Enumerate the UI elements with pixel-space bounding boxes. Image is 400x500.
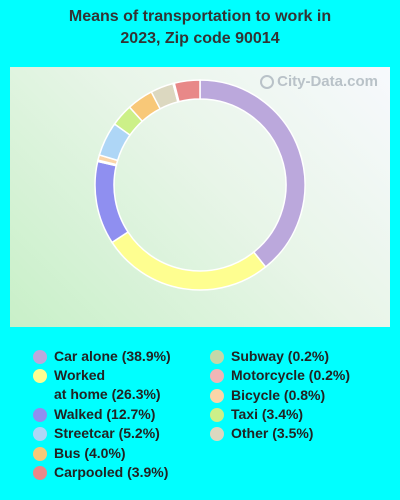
legend-label-line: Walked (12.7%) [54,405,156,422]
legend-swatch [210,350,224,364]
legend-label-line: Streetcar (5.2%) [54,425,160,442]
legend-label: Worked at home (26.3%) [54,366,161,404]
legend-label-line: Subway (0.2%) [231,348,330,364]
legend-label-line: Bicycle (0.8%) [231,386,326,403]
chart-title-line-2: 2023, Zip code 90014 [120,30,280,47]
legend-swatch [210,388,224,403]
slice-carpooled[interactable] [173,79,201,103]
donut-chart [94,79,306,291]
legend: Car alone (38.9%) Worked at home (26.3%) Wa… [0,345,400,495]
legend-label-line: Bus (4.0%) [54,444,126,461]
legend-item-walked: Walked (12.7%) [33,405,155,424]
watermark: City-Data.com [260,73,378,90]
legend-label-line: Taxi (3.4%) [231,405,304,422]
watermark-logo-icon [260,74,275,89]
slice-worked-at-home[interactable] [111,230,267,291]
legend-item-carpooled: Carpooled (3.9%) [33,463,168,482]
legend-label: Motorcycle (0.2%) [231,366,350,385]
legend-swatch [210,427,224,442]
legend-swatch [33,427,47,442]
legend-item-motorcycle: Motorcycle (0.2%) [210,366,350,385]
chart-title-line-1: Means of transportation to work in [68,8,332,25]
legend-item-other: Other (3.5%) [210,424,313,443]
legend-swatch [33,407,47,422]
legend-swatch [33,465,47,480]
legend-item-streetcar: Streetcar (5.2%) [33,424,160,443]
legend-label: Bus (4.0%) [54,444,126,463]
legend-label: Taxi (3.4%) [231,405,303,424]
plot-area: City-Data.com [10,67,390,327]
legend-label-line: Other (3.5%) [231,425,314,442]
legend-label: Streetcar (5.2%) [54,424,160,443]
legend-item-car-alone: Car alone (38.9%) [33,347,171,366]
legend-label: Other (3.5%) [231,424,313,443]
legend-label-line: Motorcycle (0.2%) [231,367,351,384]
legend-swatch [210,407,224,422]
watermark-text: City-Data.com [277,73,378,90]
slice-car-alone[interactable] [199,79,306,269]
legend-label-line: Car alone (38.9%) [54,348,171,364]
legend-swatch [33,446,47,461]
legend-swatch [33,350,47,364]
legend-item-taxi: Taxi (3.4%) [210,405,303,424]
legend-item-bicycle: Bicycle (0.8%) [210,386,325,405]
legend-label-line: at home (26.3%) [54,386,161,403]
slice-walked[interactable] [94,160,130,244]
legend-swatch [33,369,47,384]
legend-label: Walked (12.7%) [54,405,155,424]
legend-label: Subway (0.2%) [231,347,329,366]
legend-label-line: Carpooled (3.9%) [54,463,169,480]
legend-item-bus: Bus (4.0%) [33,444,126,463]
legend-item-worked-at-home: Worked at home (26.3%) [33,366,161,404]
chart-title: Means of transportation to work in 2023,… [0,6,400,50]
legend-label: Bicycle (0.8%) [231,386,325,405]
legend-label-line: Worked [54,367,106,384]
legend-label: Carpooled (3.9%) [54,463,168,482]
legend-label: Car alone (38.9%) [54,347,171,366]
legend-item-subway: Subway (0.2%) [210,347,329,366]
legend-swatch [210,369,224,384]
